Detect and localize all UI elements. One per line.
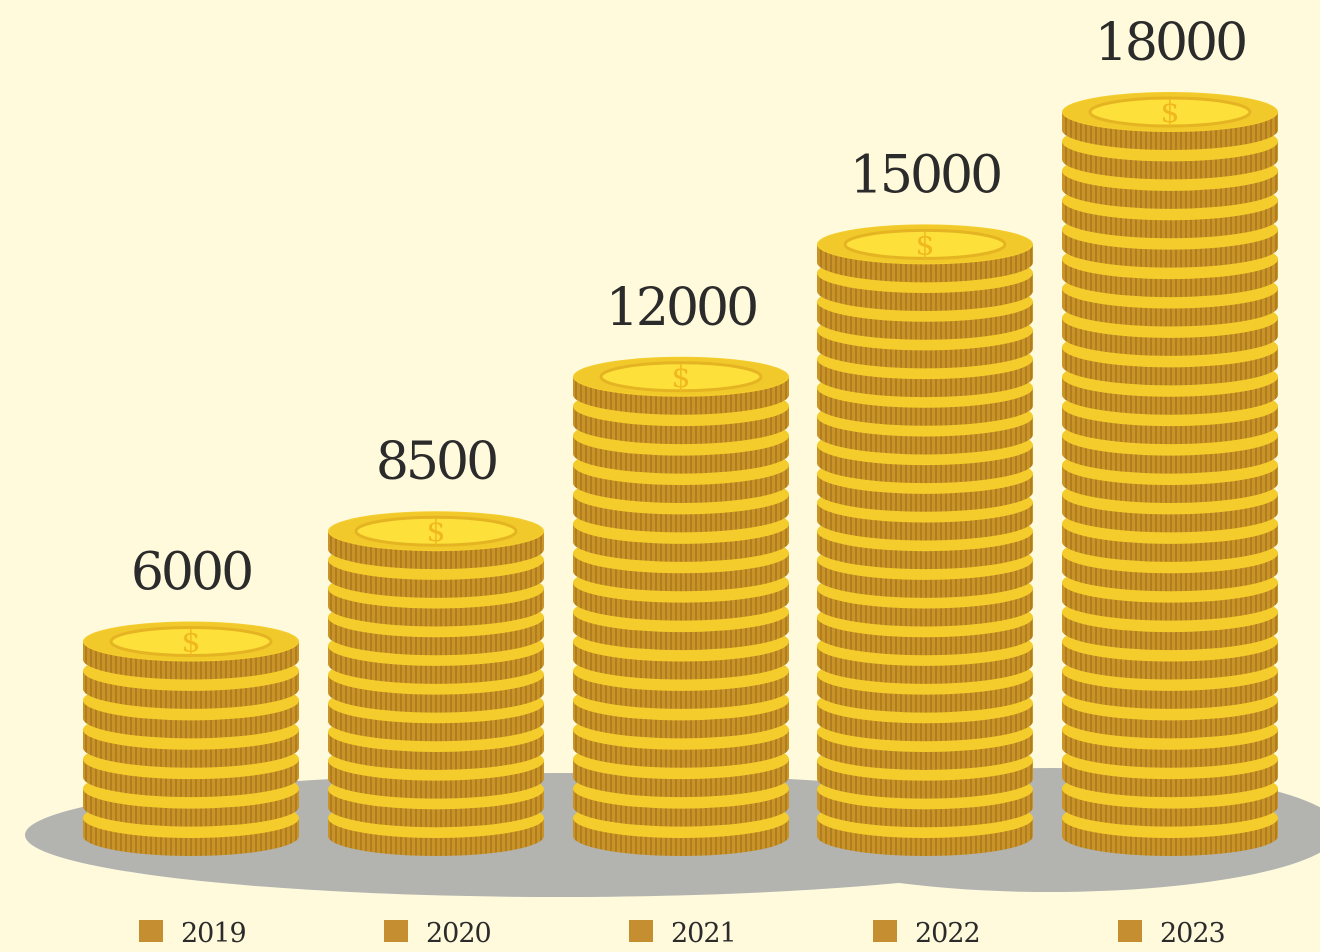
legend-swatch bbox=[873, 920, 897, 942]
bar-2022: $ bbox=[817, 224, 1033, 856]
legend-label: 2021 bbox=[671, 918, 736, 949]
legend: 2019 2020 2021 2022 2023 bbox=[139, 918, 1226, 949]
dollar-glyph: $ bbox=[1160, 95, 1179, 130]
legend-item: 2022 bbox=[873, 918, 981, 949]
dollar-glyph: $ bbox=[426, 514, 445, 549]
dollar-glyph: $ bbox=[671, 360, 690, 395]
value-label: 6000 bbox=[131, 543, 251, 603]
bar-2021: $ bbox=[573, 356, 789, 856]
value-label: 8500 bbox=[376, 432, 496, 492]
coin-stacks: $ $ $ $ $ bbox=[83, 92, 1278, 856]
dollar-glyph: $ bbox=[181, 625, 200, 660]
legend-swatch bbox=[629, 920, 653, 942]
legend-item: 2023 bbox=[1118, 918, 1226, 949]
value-label: 15000 bbox=[850, 145, 1000, 205]
legend-label: 2019 bbox=[181, 918, 246, 949]
dollar-coin-icon: $ bbox=[85, 622, 297, 661]
bar-2019: $ bbox=[83, 621, 299, 856]
dollar-glyph: $ bbox=[915, 227, 934, 262]
dollar-coin-icon: $ bbox=[819, 225, 1031, 264]
dollar-coin-icon: $ bbox=[575, 357, 787, 396]
legend-item: 2021 bbox=[629, 918, 737, 949]
bar-2023: $ bbox=[1062, 92, 1278, 856]
legend-swatch bbox=[139, 920, 163, 942]
value-label: 12000 bbox=[606, 278, 756, 338]
legend-swatch bbox=[384, 920, 408, 942]
legend-swatch bbox=[1118, 920, 1142, 942]
legend-item: 2019 bbox=[139, 918, 247, 949]
value-labels: 6000 8500 12000 15000 18000 bbox=[131, 13, 1248, 603]
legend-label: 2023 bbox=[1160, 918, 1225, 949]
value-label: 18000 bbox=[1095, 13, 1245, 73]
dollar-coin-icon: $ bbox=[1064, 93, 1276, 131]
bar-2020: $ bbox=[328, 511, 544, 856]
legend-label: 2022 bbox=[915, 918, 980, 949]
dollar-coin-icon: $ bbox=[330, 512, 542, 551]
legend-item: 2020 bbox=[384, 918, 492, 949]
legend-label: 2020 bbox=[426, 918, 491, 949]
